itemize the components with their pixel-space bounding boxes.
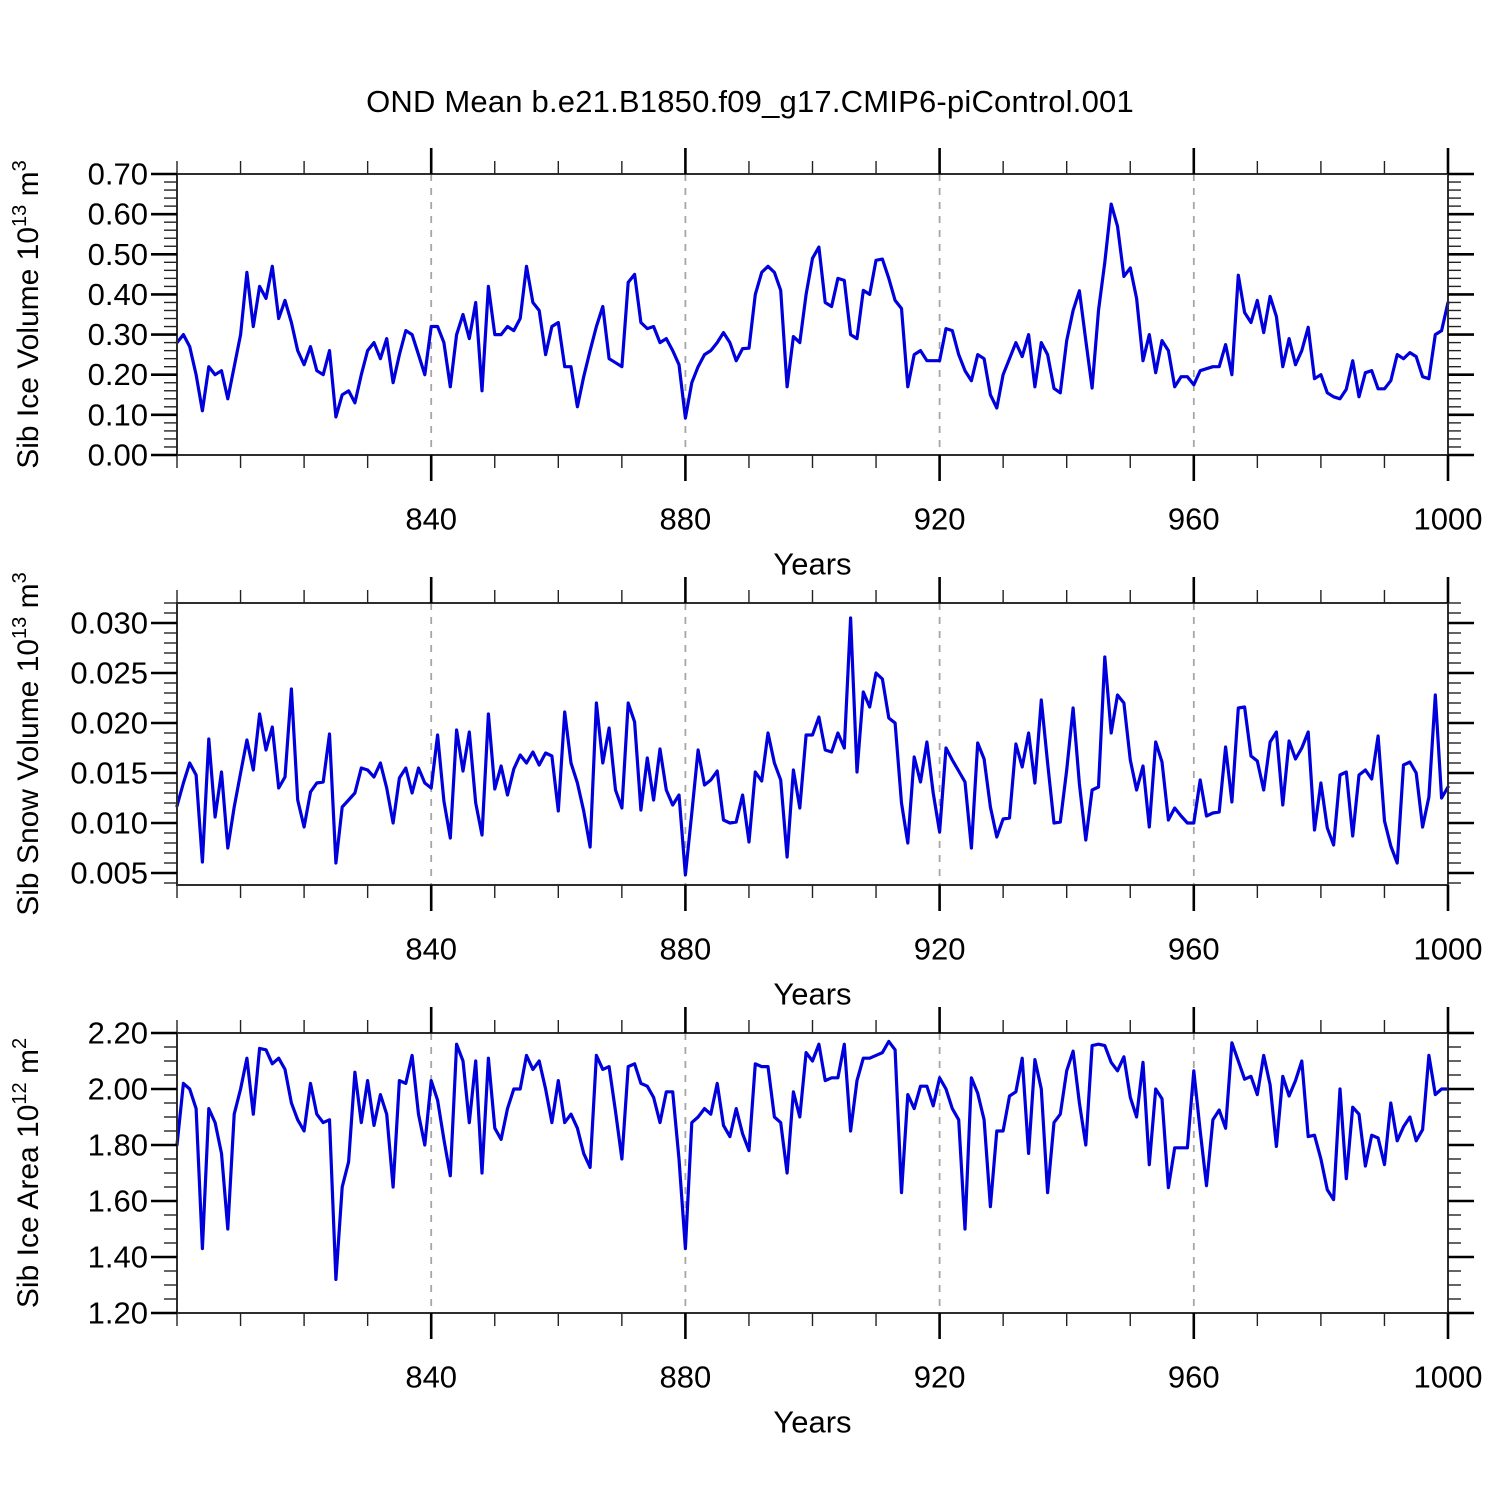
y-tick-label: 0.20 xyxy=(88,357,148,392)
x-tick-label: 920 xyxy=(914,502,966,537)
series-line-sib-ice-area xyxy=(175,1039,1450,1282)
y-tick-label: 0.030 xyxy=(70,606,148,641)
x-tick-label: 960 xyxy=(1168,1360,1220,1395)
y-tick-label: 1.40 xyxy=(88,1240,148,1275)
x-tick-label: 1000 xyxy=(1414,1360,1483,1395)
plot-frame xyxy=(176,602,1449,886)
panel-2: 0.005 0.010 0.015 0.020 0.025 0.030 840 880 920 9… xyxy=(9,572,1482,1011)
y-axis-title: Sib Snow Volume 1013 m3 xyxy=(9,572,45,916)
x-tick-label: 960 xyxy=(1168,932,1220,967)
x-tick-label: 880 xyxy=(660,502,712,537)
x-tick-label: 1000 xyxy=(1414,932,1483,967)
y-tick-label: 0.025 xyxy=(70,656,148,691)
y-tick-label: 0.005 xyxy=(70,856,148,891)
y-tick-label: 0.40 xyxy=(88,277,148,312)
series-line-sib-ice-volume xyxy=(175,202,1450,420)
y-tick-label: 0.70 xyxy=(88,157,148,192)
x-axis-title: Years xyxy=(773,547,851,582)
x-tick-label: 840 xyxy=(405,1360,457,1395)
x-tick-label: 960 xyxy=(1168,502,1220,537)
y-tick-label: 1.60 xyxy=(88,1184,148,1219)
x-axis-title: Years xyxy=(773,1405,851,1440)
y-axis-title: Sib Ice Area 1012 m2 xyxy=(9,1038,45,1308)
x-tick-label: 1000 xyxy=(1414,502,1483,537)
y-tick-label: 0.50 xyxy=(88,237,148,272)
y-tick-label: 0.30 xyxy=(88,317,148,352)
y-tick-label: 0.020 xyxy=(70,706,148,741)
y-tick-label: 0.015 xyxy=(70,756,148,791)
y-tick-label: 0.00 xyxy=(88,438,148,473)
y-tick-label: 1.20 xyxy=(88,1296,148,1331)
x-axis-title: Years xyxy=(773,977,851,1012)
y-tick-label: 0.010 xyxy=(70,806,148,841)
y-tick-label: 0.10 xyxy=(88,397,148,432)
x-tick-label: 920 xyxy=(914,932,966,967)
x-tick-label: 880 xyxy=(660,932,712,967)
panel-3: 1.20 1.40 1.60 1.80 2.00 2.20 840 880 920 960 1000… xyxy=(9,1007,1482,1440)
plot-frame xyxy=(176,1032,1449,1314)
x-tick-label: 880 xyxy=(660,1360,712,1395)
y-tick-label: 2.00 xyxy=(88,1072,148,1107)
plot-frame xyxy=(176,173,1449,456)
y-tick-label: 2.20 xyxy=(88,1016,148,1051)
panel-1: 0.00 0.10 0.20 0.30 0.40 0.50 0.60 0.70 840 880 92… xyxy=(9,148,1482,582)
y-tick-label: 1.80 xyxy=(88,1128,148,1163)
y-tick-label: 0.60 xyxy=(88,197,148,232)
chart-title: OND Mean b.e21.B1850.f09_g17.CMIP6-piCon… xyxy=(366,84,1134,119)
series-line-sib-snow-volume xyxy=(175,616,1450,877)
x-tick-label: 920 xyxy=(914,1360,966,1395)
x-tick-label: 840 xyxy=(405,502,457,537)
y-axis-title: Sib Ice Volume 1013 m3 xyxy=(9,160,45,469)
x-tick-label: 840 xyxy=(405,932,457,967)
